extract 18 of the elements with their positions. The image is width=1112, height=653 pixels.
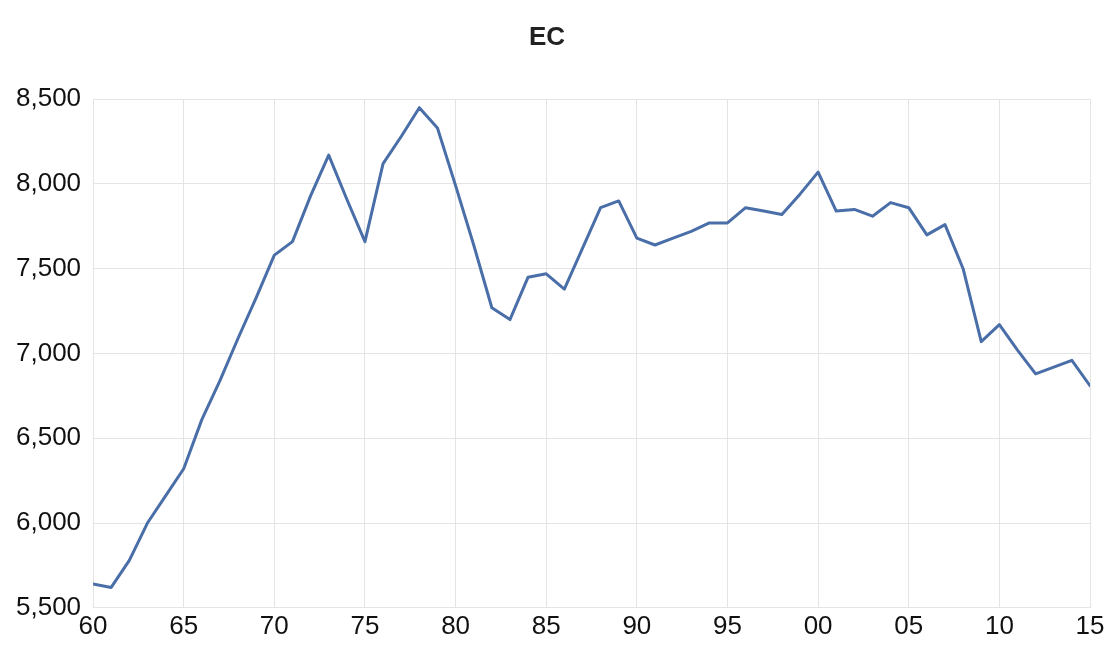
x-tick-label: 15 — [1075, 609, 1105, 640]
x-tick-label: 05 — [894, 609, 924, 640]
y-tick-label: 7,000 — [15, 336, 82, 367]
x-tick-label: 80 — [441, 609, 471, 640]
x-tick-label: 10 — [984, 609, 1014, 640]
x-tick-label: 95 — [713, 609, 742, 640]
x-tick-label: 65 — [169, 609, 199, 640]
y-tick-label: 8,000 — [15, 167, 82, 198]
y-tick-label: 6,500 — [15, 421, 82, 452]
chart-title: EC — [528, 20, 566, 51]
y-tick-label: 6,000 — [15, 506, 82, 537]
y-tick-label: 8,500 — [15, 82, 82, 113]
y-tick-label: 7,500 — [15, 251, 82, 282]
x-tick-label: 75 — [350, 609, 380, 640]
x-tick-label: 00 — [803, 609, 833, 640]
x-tick-label: 70 — [259, 609, 289, 640]
x-tick-label: 85 — [531, 609, 561, 640]
x-tick-label: 90 — [622, 609, 652, 640]
